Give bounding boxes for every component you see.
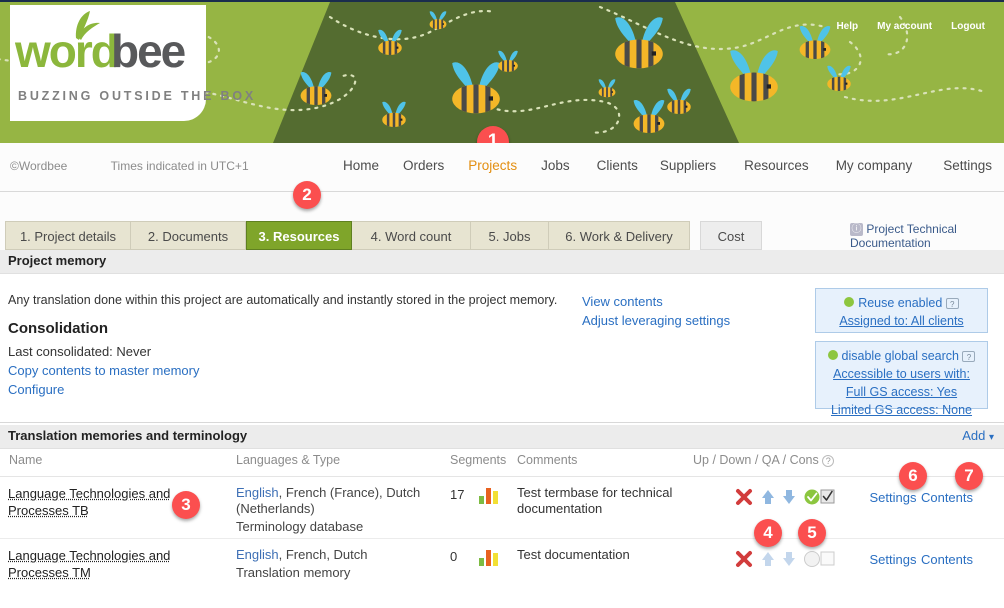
svg-text:bee: bee [111,25,186,77]
svg-text:word: word [15,25,117,77]
